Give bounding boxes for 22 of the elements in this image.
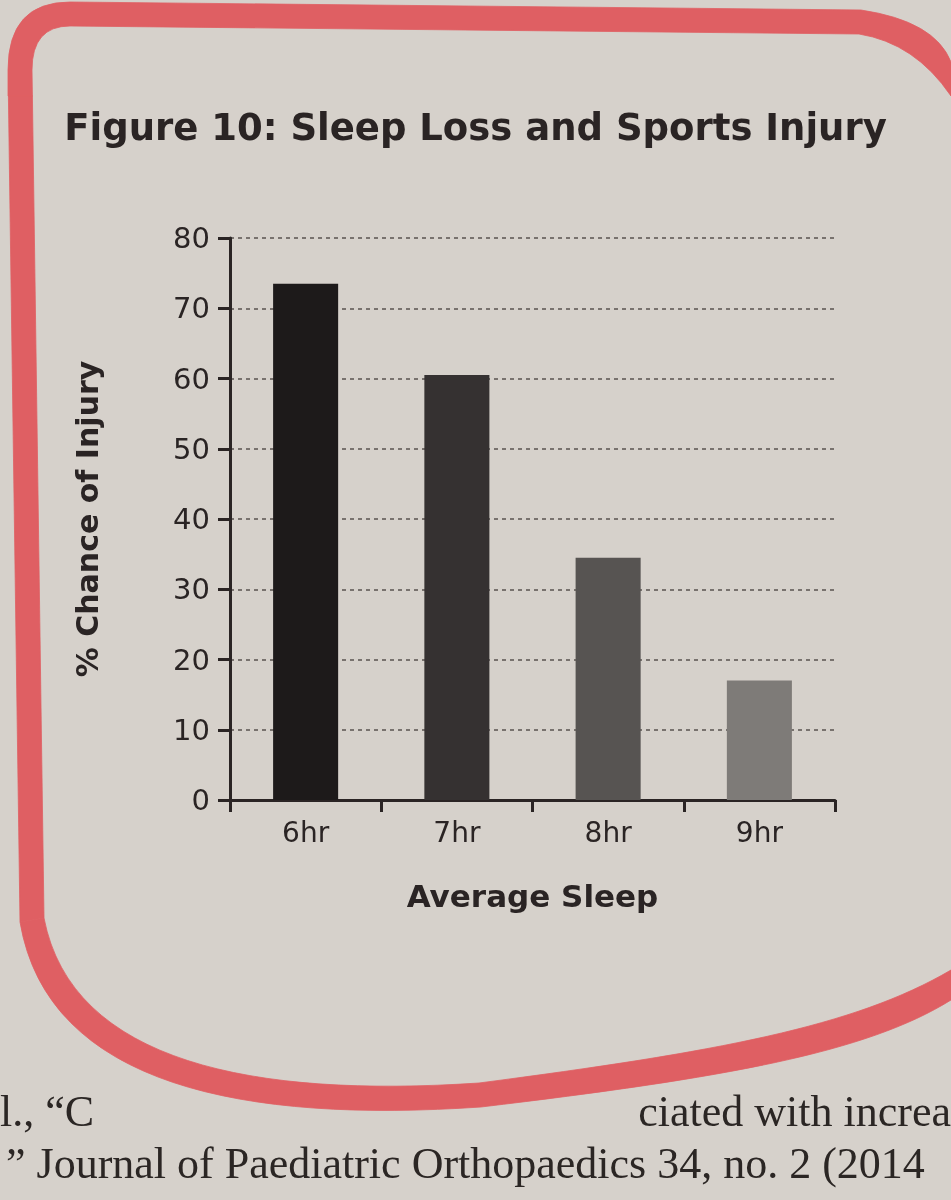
y-tick-label: 10 [173, 712, 210, 747]
x-tick-label: 9hr [735, 815, 784, 849]
y-tick-label: 30 [173, 572, 210, 607]
bar [424, 374, 490, 800]
y-tick-label: 20 [173, 642, 210, 677]
y-tick-label: 70 [173, 291, 210, 326]
x-tick-label: 6hr [282, 815, 330, 849]
y-tick-label: 80 [173, 221, 210, 255]
y-tick-label: 50 [173, 431, 210, 466]
x-tick-label: 8hr [584, 815, 633, 849]
y-axis-title: % Chance of Injury [69, 360, 105, 678]
x-axis-title: Average Sleep [406, 877, 659, 914]
y-tick-label: 0 [191, 783, 210, 817]
x-tick-label: 7hr [433, 815, 481, 849]
chart-title: Figure 10: Sleep Loss and Sports Injury [64, 106, 887, 149]
text: ” Journal of Paediatric Orthopaedics 34, no. 2 (2014 [6, 1139, 925, 1188]
text: l., “C [0, 1087, 95, 1136]
y-tick-label: 60 [173, 361, 210, 396]
y-tick-label: 40 [173, 502, 210, 536]
bar [726, 680, 792, 800]
bar [273, 283, 339, 800]
text: ciated with increa [638, 1087, 951, 1136]
